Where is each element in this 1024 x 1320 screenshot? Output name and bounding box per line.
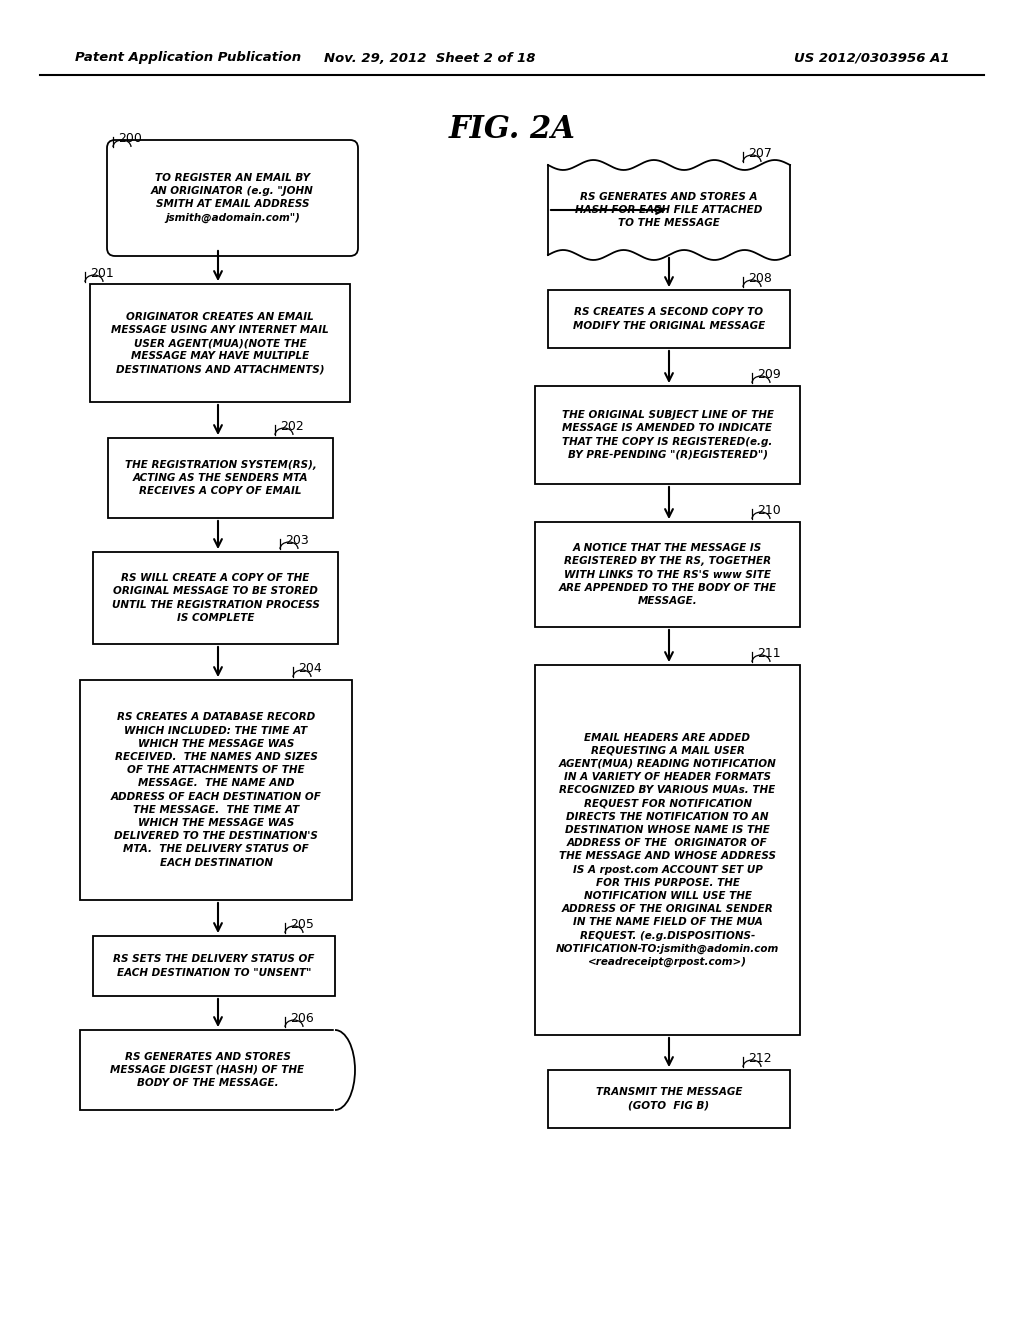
Text: Patent Application Publication: Patent Application Publication	[75, 51, 301, 65]
Bar	[548, 1071, 790, 1129]
Text: THE ORIGINAL SUBJECT LINE OF THE
MESSAGE IS AMENDED TO INDICATE
THAT THE COPY IS: THE ORIGINAL SUBJECT LINE OF THE MESSAGE…	[561, 411, 773, 459]
Text: RS GENERATES AND STORES A
HASH FOR EACH FILE ATTACHED
TO THE MESSAGE: RS GENERATES AND STORES A HASH FOR EACH …	[575, 191, 763, 228]
Text: 200: 200	[118, 132, 142, 145]
Text: 202: 202	[280, 420, 304, 433]
Text: US 2012/0303956 A1: US 2012/0303956 A1	[795, 51, 950, 65]
Text: 209: 209	[757, 368, 780, 381]
Text: TRANSMIT THE MESSAGE
(GOTO  FIG B): TRANSMIT THE MESSAGE (GOTO FIG B)	[596, 1088, 742, 1110]
Bar	[548, 290, 790, 348]
Text: EMAIL HEADERS ARE ADDED
REQUESTING A MAIL USER
AGENT(MUA) READING NOTIFICATION
I: EMAIL HEADERS ARE ADDED REQUESTING A MAI…	[556, 733, 779, 968]
Text: 208: 208	[748, 272, 772, 285]
Text: RS CREATES A SECOND COPY TO
MODIFY THE ORIGINAL MESSAGE: RS CREATES A SECOND COPY TO MODIFY THE O…	[572, 308, 765, 330]
Text: FIG. 2A: FIG. 2A	[449, 115, 575, 145]
Text: THE REGISTRATION SYSTEM(RS),
ACTING AS THE SENDERS MTA
RECEIVES A COPY OF EMAIL: THE REGISTRATION SYSTEM(RS), ACTING AS T…	[125, 459, 316, 496]
Text: 207: 207	[748, 147, 772, 160]
Text: 210: 210	[757, 504, 780, 517]
Text: 204: 204	[298, 663, 322, 675]
Text: ORIGINATOR CREATES AN EMAIL
MESSAGE USING ANY INTERNET MAIL
USER AGENT(MUA)(NOTE: ORIGINATOR CREATES AN EMAIL MESSAGE USIN…	[112, 312, 329, 375]
Text: A NOTICE THAT THE MESSAGE IS
REGISTERED BY THE RS, TOGETHER
WITH LINKS TO THE RS: A NOTICE THAT THE MESSAGE IS REGISTERED …	[558, 543, 776, 606]
Bar	[548, 165, 790, 255]
Bar	[93, 936, 335, 997]
Text: RS GENERATES AND STORES
MESSAGE DIGEST (HASH) OF THE
BODY OF THE MESSAGE.: RS GENERATES AND STORES MESSAGE DIGEST (…	[111, 1052, 304, 1088]
Bar	[80, 1030, 335, 1110]
Bar	[93, 552, 338, 644]
Bar	[108, 438, 333, 517]
Bar	[535, 665, 800, 1035]
Bar	[90, 284, 350, 403]
Text: 211: 211	[757, 647, 780, 660]
Bar	[80, 680, 352, 900]
Text: 212: 212	[748, 1052, 772, 1065]
Bar	[535, 385, 800, 484]
Text: 203: 203	[285, 535, 309, 546]
Text: 206: 206	[290, 1012, 313, 1026]
Text: Nov. 29, 2012  Sheet 2 of 18: Nov. 29, 2012 Sheet 2 of 18	[325, 51, 536, 65]
Text: TO REGISTER AN EMAIL BY
AN ORIGINATOR (e.g. "JOHN
SMITH AT EMAIL ADDRESS
jsmith@: TO REGISTER AN EMAIL BY AN ORIGINATOR (e…	[152, 173, 314, 223]
FancyBboxPatch shape	[106, 140, 358, 256]
Text: RS WILL CREATE A COPY OF THE
ORIGINAL MESSAGE TO BE STORED
UNTIL THE REGISTRATIO: RS WILL CREATE A COPY OF THE ORIGINAL ME…	[112, 573, 319, 623]
Text: 205: 205	[290, 917, 314, 931]
Text: RS CREATES A DATABASE RECORD
WHICH INCLUDED: THE TIME AT
WHICH THE MESSAGE WAS
R: RS CREATES A DATABASE RECORD WHICH INCLU…	[111, 713, 322, 867]
Text: RS SETS THE DELIVERY STATUS OF
EACH DESTINATION TO "UNSENT": RS SETS THE DELIVERY STATUS OF EACH DEST…	[114, 954, 314, 978]
Bar	[535, 521, 800, 627]
Text: 201: 201	[90, 267, 114, 280]
